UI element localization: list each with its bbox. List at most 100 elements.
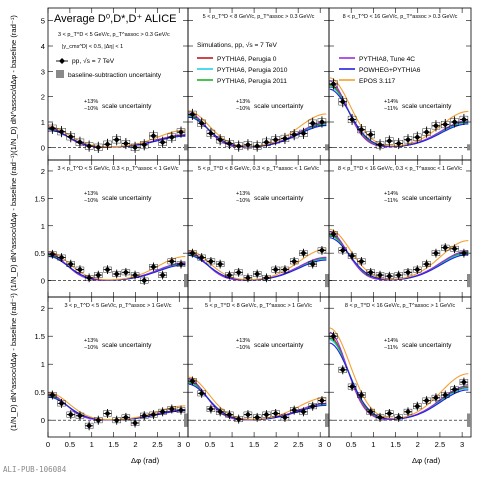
y-tick-label: 2 — [41, 304, 45, 313]
panel-label: 5 < p_T^D < 8 GeV/c, p_T^assoc > 1 GeV/c — [205, 303, 312, 309]
data-point — [330, 230, 337, 237]
data-point — [168, 134, 175, 141]
scale-unc-text: scale uncertainty — [402, 103, 452, 110]
y-tick-label: 2 — [41, 167, 45, 176]
data-point — [263, 274, 270, 281]
data-point — [395, 272, 402, 279]
data-point — [272, 410, 279, 417]
data-syst-box — [357, 126, 366, 134]
data-point — [414, 134, 421, 141]
baseline-unc-box — [325, 144, 329, 151]
panel-frame — [328, 296, 472, 438]
data-point — [281, 135, 288, 142]
model-curve — [188, 248, 327, 281]
panel-label: 8 < p_T^D < 16 GeV/c, p_T^assoc > 1 GeV/… — [345, 303, 455, 309]
data-point — [330, 333, 337, 340]
x-tick-label: 1.5 — [108, 440, 119, 449]
scale-unc-minus: −11% — [384, 106, 398, 112]
data-point — [235, 143, 242, 150]
data-point — [159, 408, 166, 415]
data-syst-box — [289, 131, 299, 139]
data-point — [300, 130, 307, 137]
data-point — [451, 119, 458, 125]
scale-unc-minus: −10% — [236, 198, 250, 204]
data-point — [217, 261, 224, 268]
panel-frame — [328, 7, 472, 161]
x-tick-label: 1.5 — [249, 440, 260, 449]
y-tick-label: 1.5 — [34, 194, 45, 203]
data-syst-box — [243, 141, 253, 149]
scale-unc-minus: −11% — [384, 345, 398, 351]
panel-label: 8 < p_T^D < 16 GeV/c, 0.3 < p_T^assoc < … — [338, 166, 462, 172]
data-point — [377, 141, 384, 148]
data-syst-box — [385, 137, 394, 145]
data-syst-box — [271, 136, 280, 144]
y-axis-title: (1/N_D) dN^assoc/dΔφ - baseline (rad⁻¹) — [9, 15, 18, 153]
data-syst-box — [450, 118, 459, 126]
data-point — [198, 390, 205, 397]
data-point — [76, 139, 83, 146]
x-tick-label: 0.5 — [346, 440, 357, 449]
data-point — [150, 132, 157, 139]
data-point — [207, 406, 214, 412]
x-tick-label: 0.5 — [205, 440, 216, 449]
data-point — [377, 272, 384, 279]
data-point — [404, 408, 411, 415]
scale-unc-plus: +14% — [384, 338, 398, 344]
data-point — [451, 245, 458, 252]
y-tick-label: 4 — [41, 42, 45, 51]
baseline-unc-box — [184, 273, 188, 288]
data-point — [272, 266, 279, 273]
data-syst-box — [394, 139, 403, 148]
data-point — [358, 126, 365, 133]
x-tick-label: 2 — [133, 440, 137, 449]
legend-baseline-entry: baseline-subtraction uncertainty — [68, 72, 162, 79]
data-point — [95, 144, 102, 151]
panel-r3c1: 0 0.5 1 1.5 2 2.5 300.511.52 3 < p_T^D < 5 GeV/… — [34, 296, 189, 449]
data-point — [291, 258, 298, 265]
data-point — [217, 136, 224, 143]
data-syst-box — [130, 143, 140, 151]
y-tick-label: 0.5 — [34, 249, 45, 258]
data-point — [150, 411, 157, 418]
data-point — [49, 392, 56, 398]
data-point — [404, 136, 411, 143]
data-point — [86, 274, 93, 281]
y-tick-label: 1.5 — [34, 332, 45, 341]
data-syst-box — [403, 136, 413, 144]
data-point — [122, 269, 129, 276]
y-tick-label: 1 — [41, 222, 45, 231]
scale-unc-text: scale uncertainty — [402, 342, 452, 349]
panel-r1c3: 8 < p_T^D < 16 GeV/c, p_T^assoc > 0.3 Ge… — [328, 7, 472, 161]
data-syst-box — [121, 139, 131, 148]
data-point — [132, 272, 139, 279]
scale-unc-minus: −11% — [384, 198, 398, 204]
data-syst-box — [308, 119, 317, 127]
data-syst-box — [280, 134, 290, 143]
scale-unc-plus: +13% — [236, 99, 250, 105]
data-point — [244, 141, 251, 148]
data-point — [309, 403, 316, 410]
data-point — [67, 411, 74, 418]
data-point — [168, 406, 175, 412]
y-axis-title: (1/N_D) dN^assoc/dΔφ - baseline (rad⁻¹) — [9, 293, 18, 431]
scale-unc-plus: +13% — [84, 338, 98, 344]
data-point — [460, 116, 467, 123]
data-point — [442, 392, 449, 398]
data-syst-box — [66, 133, 75, 141]
data-point — [244, 274, 251, 281]
scale-unc-text: scale uncertainty — [402, 195, 452, 202]
panel-r2c2: 5 < p_T^D < 8 GeV/c, 0.3 < p_T^assoc < 1… — [187, 159, 330, 298]
data-point — [159, 139, 166, 146]
scale-unc-text: scale uncertainty — [102, 342, 152, 349]
data-syst-box — [103, 140, 112, 148]
y-tick-label: 1 — [41, 360, 45, 369]
data-point — [339, 247, 346, 254]
data-point — [349, 116, 356, 123]
data-syst-box — [215, 136, 225, 144]
data-point — [141, 412, 148, 419]
data-syst-box — [252, 142, 262, 150]
data-point — [189, 250, 196, 257]
data-point — [104, 266, 111, 273]
